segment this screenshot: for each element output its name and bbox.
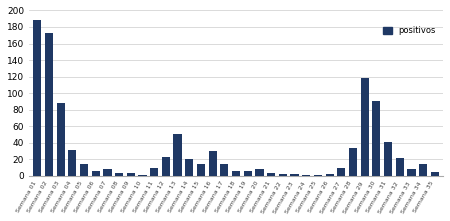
Bar	[325, 174, 334, 176]
Bar	[127, 173, 135, 176]
Bar	[57, 103, 65, 176]
Bar	[197, 164, 205, 176]
Bar	[174, 135, 182, 176]
Bar	[314, 175, 322, 176]
Bar	[267, 173, 275, 176]
Bar	[337, 168, 346, 176]
Bar	[279, 174, 287, 176]
Bar	[139, 175, 147, 176]
Bar	[396, 158, 404, 176]
Bar	[68, 150, 76, 176]
Bar	[431, 172, 439, 176]
Bar	[162, 157, 170, 176]
Bar	[33, 20, 41, 176]
Bar	[220, 164, 229, 176]
Bar	[104, 169, 112, 176]
Bar	[232, 171, 240, 176]
Bar	[384, 142, 392, 176]
Bar	[243, 171, 252, 176]
Bar	[185, 159, 193, 176]
Bar	[255, 169, 264, 176]
Bar	[290, 174, 299, 176]
Bar	[419, 164, 427, 176]
Bar	[349, 148, 357, 176]
Bar	[150, 168, 158, 176]
Bar	[80, 164, 88, 176]
Bar	[208, 151, 217, 176]
Bar	[92, 171, 100, 176]
Bar	[45, 33, 53, 176]
Bar	[372, 101, 381, 176]
Bar	[360, 78, 369, 176]
Legend: positivos: positivos	[380, 23, 439, 38]
Bar	[407, 169, 415, 176]
Bar	[115, 173, 123, 176]
Bar	[302, 175, 310, 176]
